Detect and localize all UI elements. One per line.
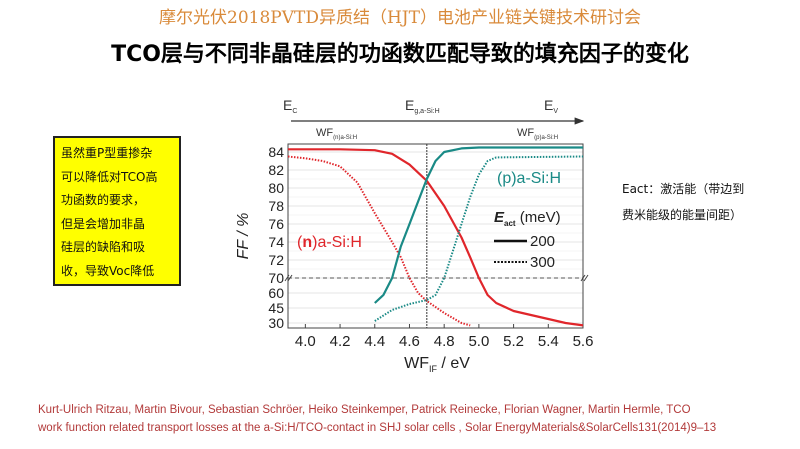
x-tick-label: 4.8 [434,333,455,350]
note-box: 虽然重P型重掺杂 可以降低对TCO高 功函数的要求， 但是会增加非晶 硅层的缺陷… [53,136,181,286]
reference-line: work function related transport losses a… [38,422,717,434]
note-line: 但是会增加非晶 [61,216,146,231]
p-series-label: (p)a-Si:H [497,170,561,187]
y-tick-label: 80 [268,180,284,196]
curve-n-solid [288,148,584,327]
y-tick-label: 45 [268,300,284,316]
x-axis-label: WFIF / eV [404,355,470,374]
reference-line: Kurt-Ulrich Ritzau, Martin Bivour, Sebas… [38,404,691,416]
curve-p-solid [374,146,583,304]
eact-note-line: 费米能级的能量间距） [622,208,743,222]
x-tick-label: 4.0 [295,333,316,350]
y-tick-label: 84 [268,144,284,160]
legend: Eact (meV) 200 300 [494,209,561,271]
y-tick-label: 76 [268,216,284,232]
x-tick-label: 5.4 [538,333,559,350]
y-tick-label: 70 [268,270,284,286]
x-tick-label: 4.6 [399,333,420,350]
y-tick-label: 30 [268,315,284,331]
y-tick-label: 74 [268,234,284,250]
wfp-label: WF(p)a-Si:H [517,127,558,141]
x-tick-label: 5.6 [573,333,594,350]
reference: Kurt-Ulrich Ritzau, Martin Bivour, Sebas… [38,401,716,437]
axis-break-mark [284,274,589,282]
ev-label: EV [544,97,558,115]
slide-title: TCO层与不同非晶硅层的功函数匹配导致的填充因子的变化 [111,42,689,67]
x-tick-label: 5.0 [468,333,489,350]
y-tick-label: 60 [268,285,284,301]
n-series-label: (n)a-Si:H [297,234,362,251]
note-line: 收，导致Voc降低 [61,263,155,278]
y-tick-label: 82 [268,162,284,178]
eact-note: Eact：激活能（带边到 费米能级的能量间距） [622,176,744,228]
wfn-label: WF(n)a-Si:H [316,127,357,141]
legend-label-200: 200 [530,233,555,250]
eg-label: Eg,a-Si:H [405,97,440,115]
conference-title: 摩尔光伏2018PVTD异质结（HJT）电池产业链关键技术研讨会 [159,8,641,28]
note-line: 硅层的缺陷和吸 [61,240,146,254]
x-tick-label: 4.2 [330,333,351,350]
curve-p-dotted [374,155,584,322]
y-axis-label: FF / % [235,213,252,260]
note-line: 可以降低对TCO高 [61,169,158,184]
x-tick-label: 4.4 [364,333,385,350]
y-tick-label: 78 [268,198,284,214]
note-line: 功函数的要求， [61,193,146,207]
plot-frame [287,143,584,329]
curve-n-dotted [287,155,471,327]
y-tick-label: 72 [268,252,284,268]
note-line: 虽然重P型重掺杂 [61,146,153,160]
x-tick-label: 5.2 [503,333,524,350]
eact-note-line: Eact：激活能（带边到 [622,182,745,196]
legend-title: Eact (meV) [494,209,561,228]
legend-label-300: 300 [530,254,555,271]
ec-label: EC [283,97,297,115]
